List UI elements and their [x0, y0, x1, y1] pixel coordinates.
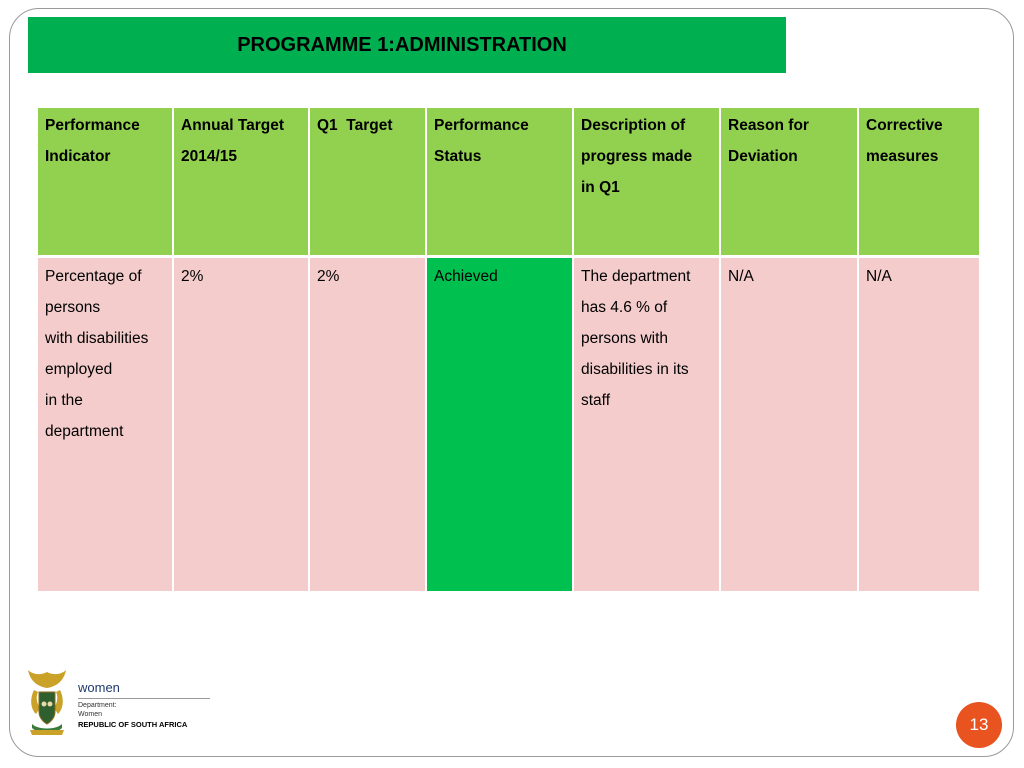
- header-line: 2014/15: [181, 148, 238, 165]
- header-performance-status: Performance Status: [427, 108, 572, 258]
- cell-line: in the: [45, 392, 83, 409]
- header-line: Q1 Target: [317, 117, 393, 134]
- coat-of-arms-icon: [28, 670, 66, 735]
- department-logo: women Department: Women REPUBLIC OF SOUT…: [24, 668, 210, 738]
- cell-performance-indicator: Percentage of persons with disabilities …: [38, 258, 172, 591]
- cell-corrective-measures: N/A: [859, 258, 979, 591]
- cell-line: persons: [45, 299, 101, 316]
- page-title: PROGRAMME 1:ADMINISTRATION: [237, 33, 567, 56]
- logo-line-department: Department:: [78, 702, 117, 709]
- page-number-badge: 13: [956, 702, 1002, 748]
- header-line: Indicator: [45, 148, 111, 165]
- header-line: Corrective: [866, 117, 943, 134]
- cell-line: persons with: [581, 330, 669, 347]
- cell-line: with disabilities: [45, 330, 149, 347]
- header-performance-indicator: Performance Indicator: [38, 108, 172, 258]
- performance-table: Performance Indicator Annual Target 2014…: [36, 108, 981, 591]
- cell-line: department: [45, 423, 124, 440]
- title-bar: PROGRAMME 1:ADMINISTRATION: [28, 17, 786, 73]
- header-line: Performance: [434, 117, 529, 134]
- cell-line: 2%: [317, 268, 340, 285]
- status-badge: Achieved: [434, 268, 498, 285]
- header-line: Reason for: [728, 117, 809, 134]
- cell-line: The department: [581, 268, 691, 285]
- header-line: Status: [434, 148, 482, 165]
- header-line: measures: [866, 148, 939, 165]
- cell-line: staff: [581, 392, 611, 409]
- table-header-row: Performance Indicator Annual Target 2014…: [38, 108, 979, 258]
- cell-q1-target: 2%: [310, 258, 425, 591]
- logo-wordmark: women: [78, 680, 120, 695]
- cell-line: disabilities in its: [581, 361, 689, 378]
- cell-annual-target: 2%: [174, 258, 308, 591]
- cell-line: N/A: [866, 268, 892, 285]
- header-annual-target: Annual Target 2014/15: [174, 108, 308, 258]
- cell-line: Percentage of: [45, 268, 142, 285]
- logo-line-women: Women: [78, 711, 102, 718]
- header-line: progress made: [581, 148, 693, 165]
- cell-description-of-progress: The department has 4.6 % of persons with…: [574, 258, 719, 591]
- header-line: Annual Target: [181, 117, 285, 134]
- logo-divider: [78, 698, 210, 699]
- header-line: Deviation: [728, 148, 798, 165]
- logo-line-republic: REPUBLIC OF SOUTH AFRICA: [78, 720, 188, 729]
- header-line: Description of: [581, 117, 686, 134]
- header-line: Performance: [45, 117, 140, 134]
- header-q1-target: Q1 Target: [310, 108, 425, 258]
- header-corrective-measures: Corrective measures: [859, 108, 979, 258]
- header-line: in Q1: [581, 179, 620, 196]
- cell-line: 2%: [181, 268, 204, 285]
- header-reason-for-deviation: Reason for Deviation: [721, 108, 857, 258]
- table-row: Percentage of persons with disabilities …: [38, 258, 979, 591]
- cell-reason-for-deviation: N/A: [721, 258, 857, 591]
- cell-line: N/A: [728, 268, 754, 285]
- cell-line: employed: [45, 361, 113, 378]
- cell-line: has 4.6 % of: [581, 299, 668, 316]
- cell-performance-status: Achieved: [427, 258, 572, 591]
- header-description-of-progress: Description of progress made in Q1: [574, 108, 719, 258]
